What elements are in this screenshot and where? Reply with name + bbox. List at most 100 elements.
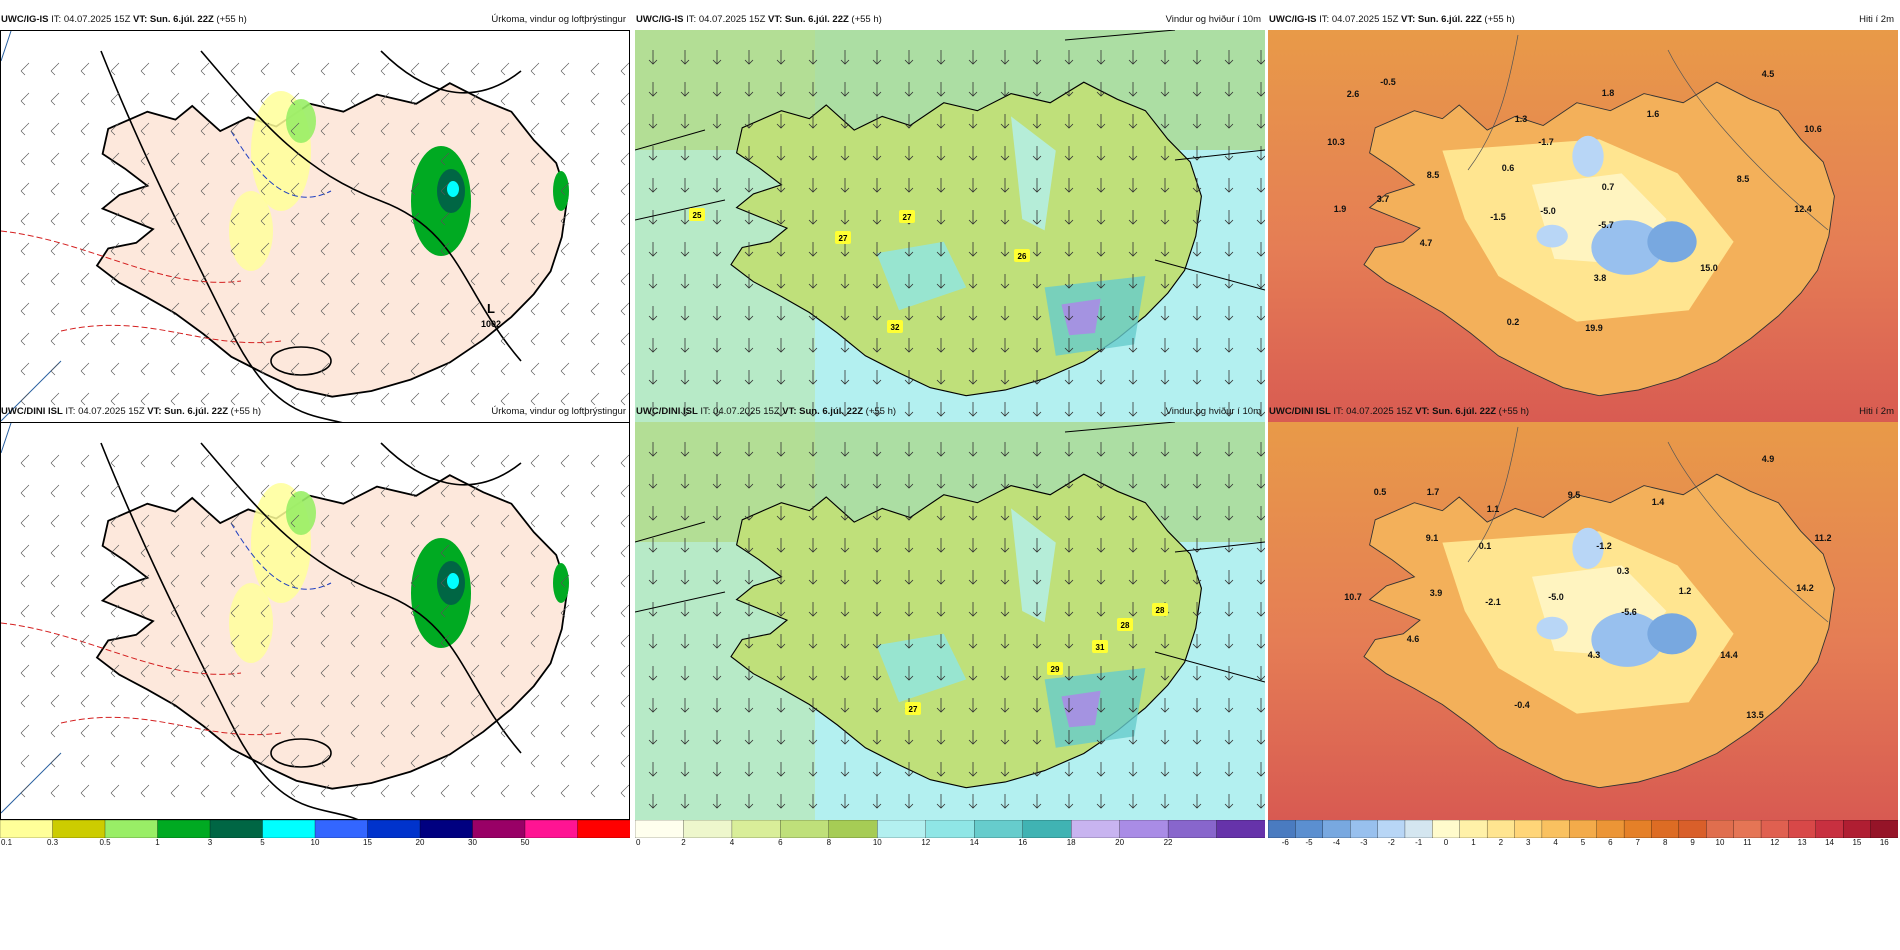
map-annotation: -5.0 <box>1548 592 1564 602</box>
legend-tick-label: 30 <box>468 838 477 847</box>
legend-tick-label: 4 <box>1553 838 1558 847</box>
map-annotation: 27 <box>899 210 915 223</box>
vt-label: VT: <box>133 14 148 25</box>
map-annotation: 4.3 <box>1588 650 1601 660</box>
map-area[interactable]: L 1002 <box>0 30 630 428</box>
legend-swatch <box>1119 820 1169 838</box>
legend-tick-label: 15 <box>363 838 372 847</box>
svg-text:3.7: 3.7 <box>1377 194 1390 204</box>
map-annotation: 11.2 <box>1814 533 1831 543</box>
map-area[interactable]: 4.5 -0.5 2.6 1.8 1.3 1.6 10.6 10.3 -1.7 0.6 8.5 8.5… <box>1268 30 1898 428</box>
legend-tick-label: 20 <box>415 838 425 847</box>
legend-swatch <box>1706 820 1735 838</box>
legend-swatch <box>683 820 733 838</box>
vt-label: VT: <box>147 406 162 417</box>
map-annotation: 0.1 <box>1479 541 1492 551</box>
map-annotation: 1.9 <box>1334 204 1347 214</box>
map-annotation: 1.4 <box>1652 497 1665 507</box>
svg-text:1.1: 1.1 <box>1487 504 1500 514</box>
map-area[interactable] <box>0 422 630 820</box>
legend-swatch <box>974 820 1024 838</box>
svg-text:1002: 1002 <box>481 319 501 329</box>
legend-swatch <box>1295 820 1324 838</box>
legend-swatch <box>104 820 159 838</box>
legend-tick-label: -1 <box>1415 838 1423 847</box>
map-annotation: 3.8 <box>1594 273 1607 283</box>
svg-text:1.7: 1.7 <box>1427 487 1440 497</box>
legend-swatch <box>1815 820 1844 838</box>
map-annotation: -5.7 <box>1598 220 1614 230</box>
legend-tick-label: 16 <box>1018 838 1028 847</box>
legend-tick-label: 8 <box>1662 838 1668 847</box>
map-annotation: -2.1 <box>1485 597 1501 607</box>
legend-swatch <box>524 820 579 838</box>
legend-swatch <box>828 820 878 838</box>
model-name: UWC/IG-IS <box>1269 14 1317 25</box>
map-area[interactable]: 28 28 31 29 27 <box>635 422 1265 820</box>
model-name: UWC/IG-IS <box>1 14 49 25</box>
map-annotation: 26 <box>1014 249 1030 262</box>
svg-text:27: 27 <box>903 213 912 222</box>
legend-tick-label: 0.3 <box>46 838 59 847</box>
map-annotation: 1.2 <box>1679 586 1692 596</box>
panel-header: UWC/IG-IS IT: 04.07.2025 15Z VT: Sun. 6.… <box>0 10 630 30</box>
legend-swatch <box>780 820 830 838</box>
legend-tick-label: -2 <box>1387 838 1395 847</box>
legend-swatch <box>419 820 474 838</box>
legend-tick-label: 0.5 <box>99 838 111 847</box>
svg-text:31: 31 <box>1096 643 1105 652</box>
legend-swatch <box>731 820 782 838</box>
map-annotation: 0.5 <box>1374 487 1387 497</box>
legend-tick-label: -3 <box>1360 838 1368 847</box>
it-label: IT: <box>686 14 697 25</box>
map-area[interactable]: 25 27 27 26 32 <box>635 30 1265 428</box>
legend-swatch <box>1870 820 1898 838</box>
map-panel-precip: UWC/DINI ISL IT: 04.07.2025 15Z VT: Sun.… <box>0 402 630 862</box>
map-annotation: -1.7 <box>1538 137 1554 147</box>
legend-tick-label: 0 <box>1443 838 1449 847</box>
lead-time: (+55 h) <box>865 406 897 417</box>
iceland-map: 4.5 -0.5 2.6 1.8 1.3 1.6 10.6 10.3 -1.7 0.6 8.5 8.5… <box>1268 30 1898 428</box>
svg-text:4.9: 4.9 <box>1762 454 1775 464</box>
init-time: 04.07.2025 15Z <box>713 406 780 417</box>
svg-text:L: L <box>487 301 495 316</box>
legend-tick-label: 6 <box>778 838 783 847</box>
map-annotation: 10.7 <box>1344 592 1362 602</box>
legend-tick-label: -5 <box>1305 838 1313 847</box>
legend-swatch <box>1760 820 1790 838</box>
legend-swatch <box>577 820 630 838</box>
svg-text:8.5: 8.5 <box>1427 170 1440 180</box>
legend-tick-label: 0.1 <box>1 838 13 847</box>
svg-text:0.7: 0.7 <box>1602 182 1615 192</box>
svg-text:9.5: 9.5 <box>1568 490 1581 500</box>
valid-time: Sun. 6.júl. 22Z <box>164 406 229 417</box>
legend-tick-label: 7 <box>1635 838 1641 847</box>
svg-text:8.5: 8.5 <box>1737 174 1750 184</box>
svg-text:28: 28 <box>1121 621 1130 630</box>
model-name: UWC/DINI ISL <box>1 406 63 417</box>
map-area[interactable]: 4.9 0.5 1.7 9.5 1.1 1.4 11.2 9.1 0.1 -1.2 0.3 10.7 3… <box>1268 422 1898 820</box>
map-annotation: 4.7 <box>1420 238 1433 248</box>
legend-tick-label: 5 <box>1580 838 1586 847</box>
legend-swatch <box>877 820 927 838</box>
svg-text:1.8: 1.8 <box>1602 88 1615 98</box>
svg-text:28: 28 <box>1156 606 1165 615</box>
legend-swatch <box>1322 820 1351 838</box>
map-annotation: 14.2 <box>1796 583 1814 593</box>
legend-swatch <box>1071 820 1121 838</box>
map-annotation: 27 <box>905 702 921 715</box>
svg-text:1.9: 1.9 <box>1334 204 1347 214</box>
iceland-map: 4.9 0.5 1.7 9.5 1.1 1.4 11.2 9.1 0.1 -1.2 0.3 10.7 3… <box>1268 422 1898 820</box>
legend-swatch <box>1377 820 1406 838</box>
map-annotation: 1002 <box>481 319 501 329</box>
legend-tick-label: 13 <box>1797 838 1807 847</box>
map-panel-wind: UWC/IG-IS IT: 04.07.2025 15Z VT: Sun. 6.… <box>635 10 1265 470</box>
svg-text:0.2: 0.2 <box>1507 317 1520 327</box>
svg-text:27: 27 <box>839 234 848 243</box>
svg-text:-5.7: -5.7 <box>1598 220 1614 230</box>
legend-swatch <box>1733 820 1762 838</box>
map-annotation: 25 <box>689 208 705 221</box>
legend-tick-label: 22 <box>1163 838 1173 847</box>
map-annotation: 32 <box>887 320 903 333</box>
map-annotation: 15.0 <box>1700 263 1718 273</box>
